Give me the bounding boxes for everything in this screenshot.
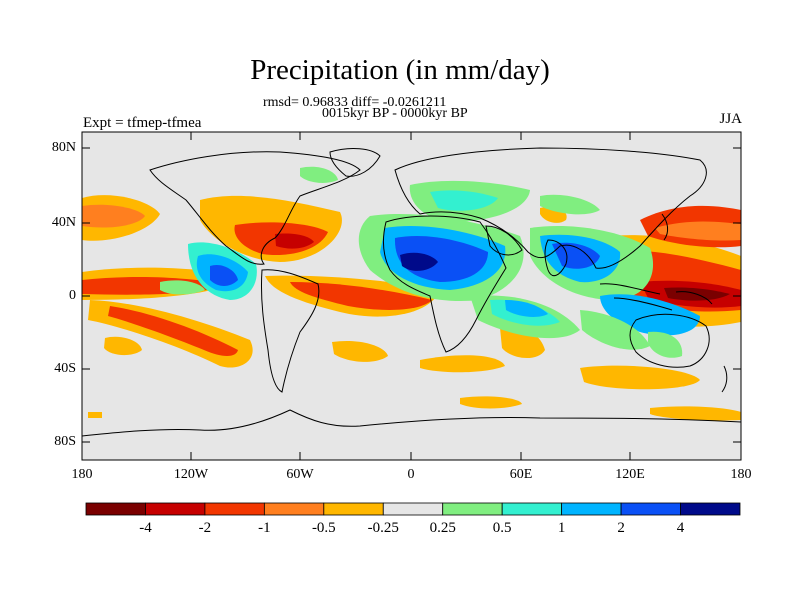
colorbar <box>85 502 741 516</box>
axis-ticks <box>82 132 741 460</box>
anomaly-patch <box>505 300 548 317</box>
coastline-africa <box>382 215 507 353</box>
colorbar-swatch <box>501 502 563 516</box>
lon-tick-180w: 180 <box>71 467 93 482</box>
colorbar-swatch <box>561 502 622 516</box>
colorbar-swatch <box>263 502 325 516</box>
coastline-south-america <box>260 269 320 393</box>
anomaly-patch <box>400 252 438 271</box>
lon-tick-0: 0 <box>407 467 415 482</box>
anomaly-patch <box>108 306 238 356</box>
coastline-arabia <box>485 225 523 256</box>
season-label: JJA <box>719 111 742 127</box>
colorbar-swatch <box>382 502 444 516</box>
colorbar-swatch <box>323 502 384 516</box>
anomaly-patch <box>648 331 683 358</box>
colorbar-swatch <box>680 502 741 516</box>
colorbar-label: -2 <box>198 520 212 536</box>
anomaly-patch <box>540 194 600 215</box>
anomaly-patch <box>300 166 338 183</box>
anomaly-patch <box>460 396 522 409</box>
coastline-japan <box>661 213 669 241</box>
colorbar-label: 0.5 <box>492 520 512 536</box>
colorbar-label: -4 <box>139 520 152 536</box>
anomaly-patch <box>275 233 314 249</box>
anomaly-patch <box>88 412 102 418</box>
colorbar-swatch <box>204 502 265 516</box>
experiment-label: Expt = tfmep-tfmea <box>83 115 202 131</box>
lon-tick-180e: 180 <box>730 467 752 482</box>
lat-tick-40s: 40S <box>54 361 76 376</box>
colorbar-swatch <box>85 502 146 516</box>
lat-tick-80s: 80S <box>54 434 76 449</box>
lat-tick-80n: 80N <box>51 140 76 155</box>
coastline-greenland <box>329 148 381 177</box>
colorbar-label: -0.5 <box>311 520 336 536</box>
colorbar-label: -1 <box>258 520 271 536</box>
anomaly-patch <box>332 340 388 362</box>
anomaly-patch <box>580 365 700 390</box>
coastline-india <box>544 239 568 277</box>
anomaly-patch <box>82 204 145 228</box>
colorbar-swatch <box>442 502 503 516</box>
anomaly-patch <box>160 280 205 295</box>
coastline-antarctica <box>82 409 741 437</box>
anomaly-patch <box>552 242 600 269</box>
plot-title: Precipitation (in mm/day) <box>250 54 550 86</box>
lat-tick-40n: 40N <box>51 215 76 230</box>
colorbar-label: -0.25 <box>367 520 399 536</box>
coastline-europe-asia <box>394 147 707 269</box>
colorbar-swatch <box>145 502 206 516</box>
anomaly-patch <box>420 355 505 373</box>
coastline-north-america <box>149 151 361 265</box>
coastline-indonesia <box>599 283 713 311</box>
coastline-new-zealand <box>721 365 728 393</box>
lon-tick-120e: 120E <box>615 467 645 482</box>
colorbar-label: 1 <box>557 520 566 536</box>
anomaly-patch <box>650 406 741 421</box>
anomaly-patch <box>290 282 432 310</box>
coastline-australia <box>629 313 710 368</box>
colorbar-label: 2 <box>617 520 625 536</box>
coastlines <box>82 147 741 437</box>
precip-anomaly-field <box>82 166 741 421</box>
lon-tick-120w: 120W <box>173 467 209 482</box>
anomaly-patch <box>210 264 238 286</box>
colorbar-swatch <box>620 502 681 516</box>
colorbar-label: 0.25 <box>429 520 456 536</box>
lon-tick-60w: 60W <box>286 467 314 482</box>
anomaly-patch <box>430 190 498 211</box>
anomaly-patch <box>104 336 142 356</box>
anomaly-patch <box>655 221 741 241</box>
period-line: 0015kyr BP - 0000kyr BP <box>322 106 468 121</box>
lon-tick-60e: 60E <box>509 467 533 482</box>
anomaly-patch <box>580 310 650 350</box>
stats-line: rmsd= 0.96833 diff= -0.0261211 <box>263 95 447 110</box>
lat-tick-eq: 0 <box>69 288 76 303</box>
colorbar-label: 4 <box>676 520 685 536</box>
